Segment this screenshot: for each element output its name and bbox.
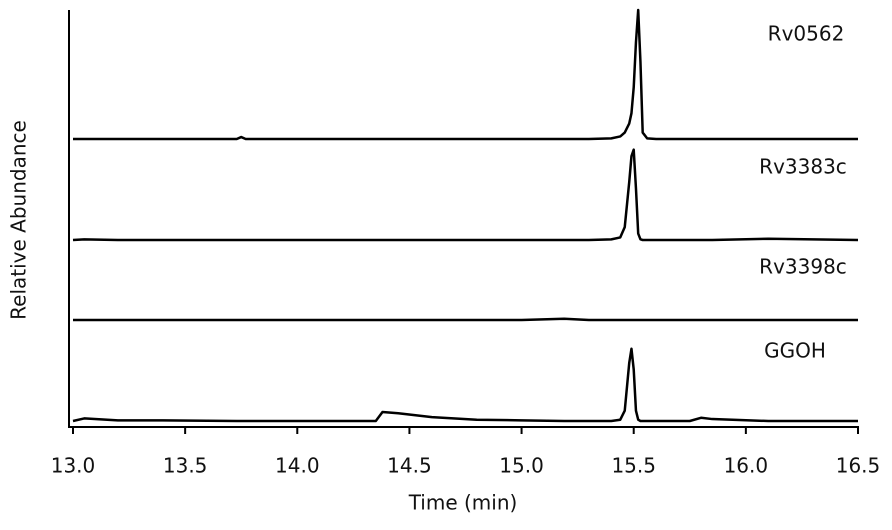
x-tick-label: 15.5	[611, 454, 656, 478]
trace-line	[73, 8, 858, 141]
x-tick-label: 13.0	[51, 454, 96, 478]
x-tick-label: 16.0	[724, 454, 769, 478]
trace-label: Rv0562	[768, 22, 845, 46]
x-tick-label: 15.0	[499, 454, 544, 478]
x-tick-label: 16.5	[836, 454, 881, 478]
trace-label: Rv3398c	[759, 255, 847, 279]
x-tick-label: 14.0	[275, 454, 320, 478]
trace-label: GGOH	[764, 339, 826, 363]
trace-label: Rv3383c	[759, 155, 847, 179]
trace-line	[73, 317, 858, 322]
x-tick-label: 13.5	[163, 454, 208, 478]
trace-line	[72, 347, 858, 423]
y-axis-label: Relative Abundance	[7, 120, 31, 320]
trace-line	[72, 148, 859, 242]
x-axis-label: Time (min)	[408, 491, 518, 515]
x-tick-label: 14.5	[387, 454, 432, 478]
